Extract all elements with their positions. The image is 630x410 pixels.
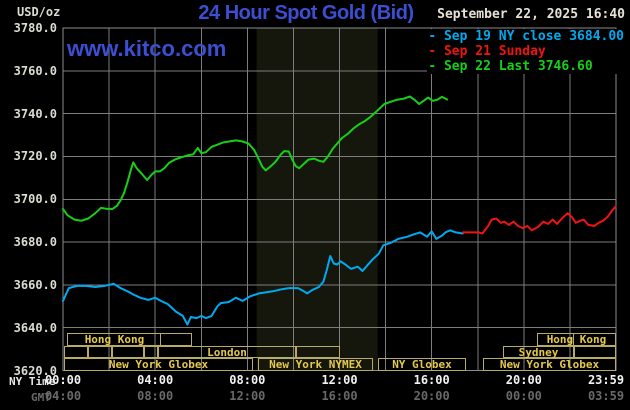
y-tick-label: 3680.0: [13, 235, 57, 250]
datetime-label: September 22, 2025 16:40: [437, 7, 625, 22]
legend-item: - Sep 22 Last 3746.60: [427, 59, 625, 74]
session-box-divider: [160, 334, 161, 345]
price-line: [461, 205, 617, 235]
legend-item: - Sep 19 NY close 3684.00: [427, 29, 625, 44]
session-box: [88, 345, 112, 358]
session-label: Sydney: [518, 345, 559, 359]
session-label: NY Globex: [392, 358, 452, 371]
gmt-axis-label: GMT: [31, 391, 51, 404]
session-box: London: [158, 345, 296, 359]
ny-time-tick-label: 12:00: [321, 373, 358, 387]
ny-time-axis-label: NY Time: [9, 375, 56, 388]
y-tick-label: 3780.0: [13, 21, 57, 35]
price-line: [62, 95, 449, 222]
session-box: New York Globex: [483, 358, 616, 371]
session-box: [574, 345, 616, 358]
session-box: Hong Kong: [67, 333, 192, 346]
ny-time-tick-label: 16:00: [413, 373, 450, 387]
ny-time-tick-label: 00:00: [44, 373, 82, 387]
ny-time-tick-label: 23:59: [587, 373, 625, 387]
session-label: New York Globex: [499, 358, 600, 371]
session-label: London: [207, 345, 247, 359]
session-label: New York Globex: [108, 358, 209, 371]
y-tick-label: 3660.0: [13, 277, 57, 292]
session-label: Hong Kong: [84, 333, 145, 346]
gmt-tick-label: 03:59: [587, 389, 625, 403]
kitco-watermark-link[interactable]: www.kitco.com: [67, 36, 227, 61]
session-box: Hong Kong: [537, 333, 616, 346]
legend-item: - Sep 21 Sunday: [427, 44, 625, 59]
ny-time-tick-label: 04:00: [137, 373, 174, 387]
gmt-tick-label: 16:00: [321, 389, 358, 403]
ny-time-tick-label: 08:00: [229, 373, 266, 387]
gmt-tick-label: 20:00: [413, 389, 450, 403]
session-box: [112, 345, 144, 358]
session-box: Sydney: [503, 345, 574, 359]
y-tick-label: 3640.0: [13, 320, 57, 335]
gmt-tick-label: 12:00: [229, 389, 266, 403]
unit-label: USD/oz: [17, 5, 61, 19]
session-box: NY Globex: [378, 358, 466, 371]
y-tick-label: 3740.0: [13, 106, 57, 121]
session-box: [144, 345, 158, 358]
y-tick-label: 3700.0: [13, 192, 57, 207]
gmt-tick-label: 08:00: [137, 389, 174, 403]
gmt-tick-label: 00:00: [505, 389, 542, 403]
y-tick-label: 3720.0: [13, 149, 57, 164]
session-box: [64, 345, 88, 358]
y-tick-label: 3760.0: [13, 63, 57, 78]
session-label: New York NYMEX: [269, 358, 362, 371]
gmt-tick-label: 04:00: [44, 389, 82, 403]
price-line: [62, 229, 464, 326]
session-label: Hong Kong: [546, 333, 607, 346]
session-box: [296, 345, 340, 358]
plot-frame: [62, 27, 617, 371]
legend: - Sep 19 NY close 3684.00- Sep 21 Sunday…: [427, 29, 625, 74]
session-box-divider: [573, 334, 574, 345]
ny-time-tick-label: 20:00: [505, 373, 542, 387]
session-box: New York Globex: [64, 358, 253, 371]
chart-title: 24 Hour Spot Gold (Bid): [198, 2, 414, 24]
y-tick-label: 3620.0: [13, 363, 57, 378]
session-box: New York NYMEX: [258, 358, 373, 371]
